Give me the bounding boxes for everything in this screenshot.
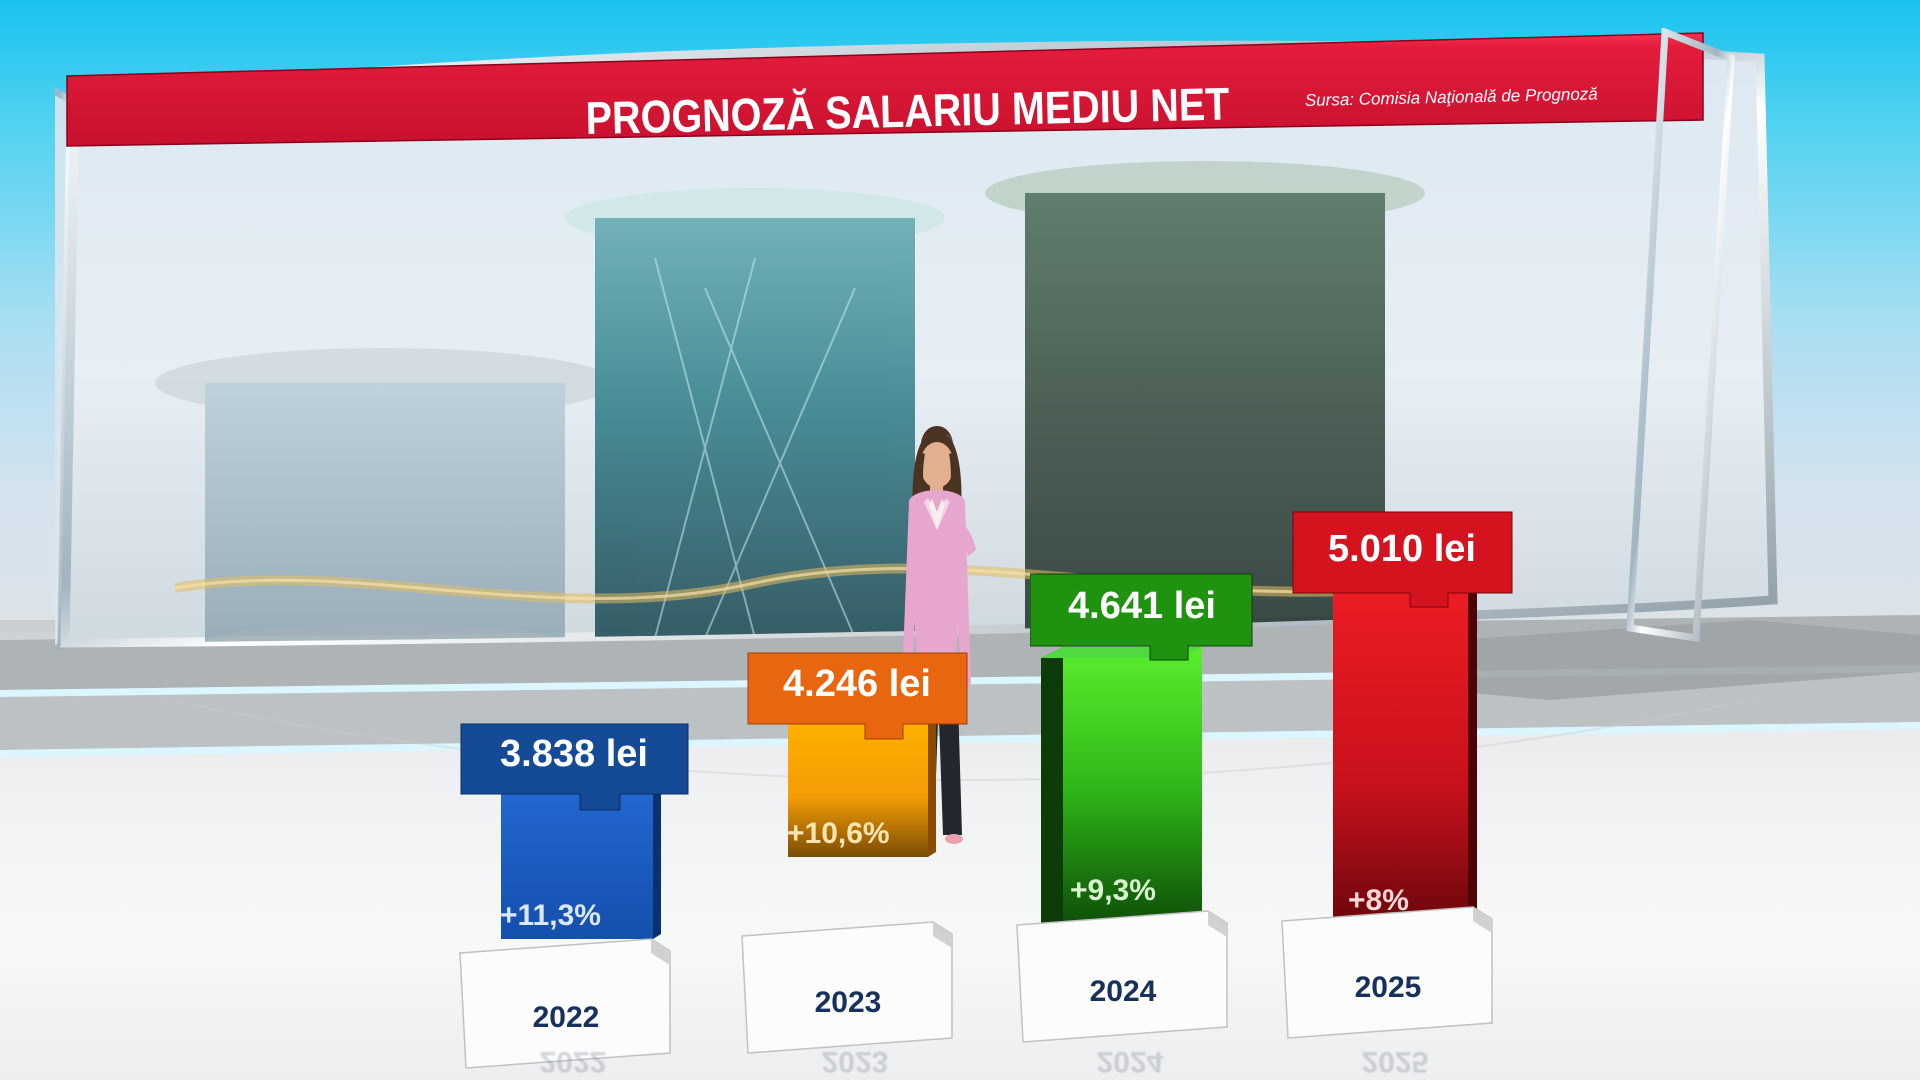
svg-text:2024: 2024 bbox=[1090, 975, 1157, 1008]
svg-text:2025: 2025 bbox=[1355, 971, 1422, 1004]
svg-text:+10,6%: +10,6% bbox=[787, 817, 890, 850]
svg-text:+11,3%: +11,3% bbox=[500, 899, 601, 932]
svg-text:3.838 lei: 3.838 lei bbox=[500, 733, 648, 775]
svg-text:2022: 2022 bbox=[533, 1001, 600, 1034]
svg-text:+9,3%: +9,3% bbox=[1070, 874, 1156, 907]
svg-text:4.246 lei: 4.246 lei bbox=[783, 663, 931, 705]
svg-text:4.641 lei: 4.641 lei bbox=[1068, 585, 1216, 627]
svg-text:2023: 2023 bbox=[815, 986, 882, 1019]
svg-text:5.010 lei: 5.010 lei bbox=[1328, 528, 1476, 570]
